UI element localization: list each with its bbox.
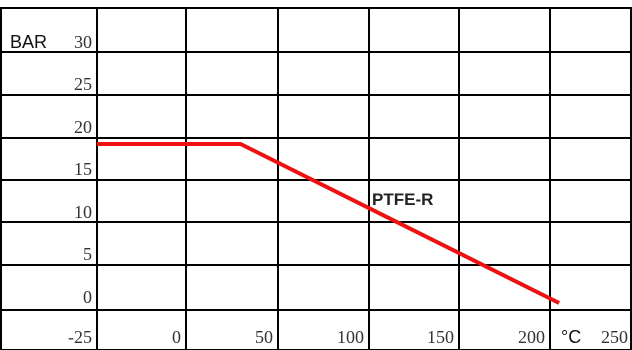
y-tick-label: 15 xyxy=(74,159,92,179)
y-tick-label: 0 xyxy=(83,287,92,307)
chart-grid xyxy=(0,7,632,350)
x-tick-label: -25 xyxy=(68,327,92,347)
series-marks xyxy=(97,142,560,305)
x-tick-label: 100 xyxy=(337,327,364,347)
x-tick-label: 200 xyxy=(518,327,545,347)
series-label-ptfe-r: PTFE-R xyxy=(372,190,433,209)
x-tick-label: 0 xyxy=(172,327,181,347)
y-tick-label: 10 xyxy=(74,202,92,222)
x-axis-unit: °C xyxy=(561,327,581,347)
y-tick-label: 20 xyxy=(74,117,92,137)
chart-frame xyxy=(0,7,632,350)
y-axis-unit: BAR xyxy=(10,32,47,52)
y-tick-label: 5 xyxy=(83,244,92,264)
x-tick-label: 50 xyxy=(255,327,273,347)
x-tick-label: 250 xyxy=(601,327,628,347)
y-tick-label: 25 xyxy=(74,74,92,94)
series-line-ptfe-r xyxy=(97,142,560,305)
x-tick-label: 150 xyxy=(427,327,454,347)
y-tick-label: 30 xyxy=(74,32,92,52)
